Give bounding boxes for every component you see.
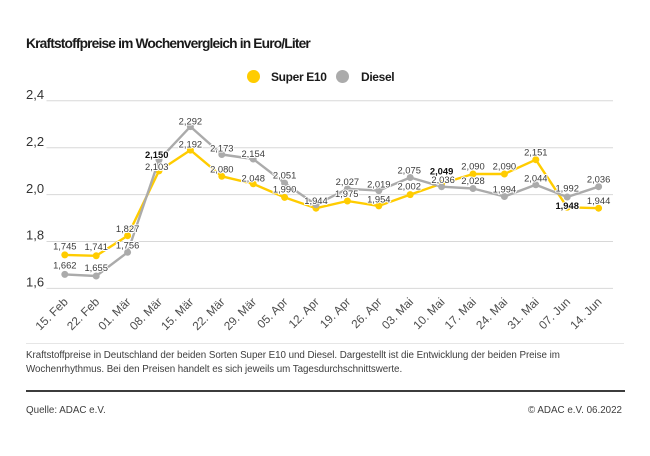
svg-text:26. Apr: 26. Apr	[348, 295, 384, 331]
svg-text:2,036: 2,036	[587, 173, 610, 184]
svg-text:1,745: 1,745	[53, 240, 76, 251]
svg-text:2,002: 2,002	[397, 181, 420, 192]
svg-text:19. Apr: 19. Apr	[317, 295, 353, 331]
svg-text:15. Feb: 15. Feb	[33, 295, 71, 333]
svg-text:2,027: 2,027	[336, 176, 359, 187]
svg-text:2,075: 2,075	[397, 165, 420, 176]
svg-text:2,044: 2,044	[524, 173, 547, 184]
svg-text:1,655: 1,655	[84, 262, 107, 273]
svg-text:22. Mär: 22. Mär	[190, 295, 228, 333]
svg-text:29. Mär: 29. Mär	[221, 295, 259, 333]
svg-text:1,741: 1,741	[84, 241, 107, 252]
svg-text:2,192: 2,192	[179, 139, 202, 150]
svg-text:2,4: 2,4	[26, 87, 44, 102]
svg-text:2,051: 2,051	[273, 170, 296, 181]
svg-text:2,173: 2,173	[210, 142, 233, 153]
svg-text:2,103: 2,103	[145, 161, 168, 172]
svg-text:2,090: 2,090	[493, 161, 516, 172]
svg-text:01. Mär: 01. Mär	[95, 295, 133, 333]
svg-text:31. Mai: 31. Mai	[504, 295, 541, 332]
svg-text:05. Apr: 05. Apr	[254, 295, 290, 331]
svg-text:1,948: 1,948	[555, 200, 578, 211]
svg-text:1,954: 1,954	[367, 194, 390, 205]
svg-text:1,990: 1,990	[273, 183, 296, 194]
svg-text:1,756: 1,756	[116, 239, 139, 250]
svg-text:1,944: 1,944	[304, 195, 327, 206]
svg-text:10. Mai: 10. Mai	[410, 295, 447, 332]
svg-text:1,827: 1,827	[116, 223, 139, 234]
svg-text:1,994: 1,994	[493, 184, 516, 195]
svg-text:2,080: 2,080	[210, 163, 233, 174]
svg-text:15. Mär: 15. Mär	[158, 295, 196, 333]
svg-text:14. Jun: 14. Jun	[567, 295, 604, 332]
svg-text:07. Jun: 07. Jun	[536, 295, 573, 332]
svg-text:2,049: 2,049	[430, 165, 453, 176]
svg-text:2,036: 2,036	[431, 174, 454, 185]
svg-text:1,944: 1,944	[587, 195, 610, 206]
svg-text:22. Feb: 22. Feb	[64, 295, 102, 333]
svg-text:1,975: 1,975	[335, 188, 358, 199]
svg-text:2,090: 2,090	[461, 161, 484, 172]
svg-text:17. Mai: 17. Mai	[442, 295, 479, 332]
svg-text:2,292: 2,292	[179, 115, 202, 126]
svg-text:24. Mai: 24. Mai	[473, 295, 510, 332]
svg-text:2,2: 2,2	[26, 134, 44, 149]
svg-text:1,8: 1,8	[26, 228, 44, 243]
svg-text:1,992: 1,992	[555, 182, 578, 193]
svg-text:08. Mär: 08. Mär	[127, 295, 165, 333]
svg-text:1,662: 1,662	[53, 260, 76, 271]
svg-text:2,151: 2,151	[524, 146, 547, 157]
svg-text:2,150: 2,150	[145, 149, 168, 160]
svg-text:03. Mai: 03. Mai	[379, 295, 416, 332]
svg-text:2,154: 2,154	[241, 148, 264, 159]
svg-text:1,6: 1,6	[26, 275, 44, 290]
svg-text:2,048: 2,048	[241, 172, 264, 183]
svg-text:12. Apr: 12. Apr	[286, 295, 322, 331]
svg-text:2,019: 2,019	[367, 179, 390, 190]
svg-text:2,028: 2,028	[461, 175, 484, 186]
svg-text:2,0: 2,0	[26, 181, 44, 196]
